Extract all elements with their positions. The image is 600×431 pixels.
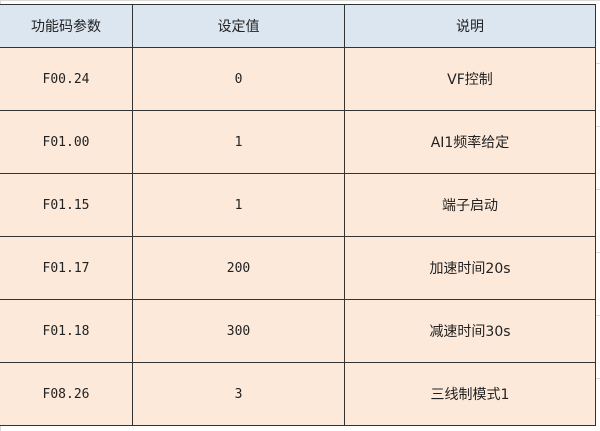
description-cell[interactable]: AI1频率给定 <box>344 110 596 174</box>
table-row: F01.00 1 AI1频率给定 <box>0 110 596 174</box>
set-value-cell[interactable]: 3 <box>132 362 345 426</box>
set-value-cell[interactable]: 1 <box>132 110 345 174</box>
function-code-cell[interactable]: F01.15 <box>0 173 133 237</box>
table-row: F08.26 3 三线制模式1 <box>0 362 596 426</box>
function-code-cell[interactable]: F01.00 <box>0 110 133 174</box>
description-cell[interactable]: VF控制 <box>344 47 596 111</box>
header-set-value[interactable]: 设定值 <box>132 4 345 48</box>
set-value-cell[interactable]: 300 <box>132 299 345 363</box>
table-row: F01.15 1 端子启动 <box>0 173 596 237</box>
header-function-code[interactable]: 功能码参数 <box>0 4 133 48</box>
description-cell[interactable]: 加速时间20s <box>344 236 596 300</box>
parameter-table: 功能码参数 设定值 说明 F00.24 0 VF控制 F01.00 1 AI1频率给定 F0… <box>0 4 596 426</box>
table-row: F00.24 0 VF控制 <box>0 47 596 111</box>
table-row: F01.18 300 减速时间30s <box>0 299 596 363</box>
set-value-cell[interactable]: 0 <box>132 47 345 111</box>
set-value-cell[interactable]: 200 <box>132 236 345 300</box>
description-cell[interactable]: 三线制模式1 <box>344 362 596 426</box>
function-code-cell[interactable]: F08.26 <box>0 362 133 426</box>
header-description[interactable]: 说明 <box>344 4 596 48</box>
function-code-cell[interactable]: F00.24 <box>0 47 133 111</box>
header-row: 功能码参数 设定值 说明 <box>0 4 596 48</box>
function-code-cell[interactable]: F01.18 <box>0 299 133 363</box>
description-cell[interactable]: 减速时间30s <box>344 299 596 363</box>
set-value-cell[interactable]: 1 <box>132 173 345 237</box>
table-row: F01.17 200 加速时间20s <box>0 236 596 300</box>
function-code-cell[interactable]: F01.17 <box>0 236 133 300</box>
description-cell[interactable]: 端子启动 <box>344 173 596 237</box>
